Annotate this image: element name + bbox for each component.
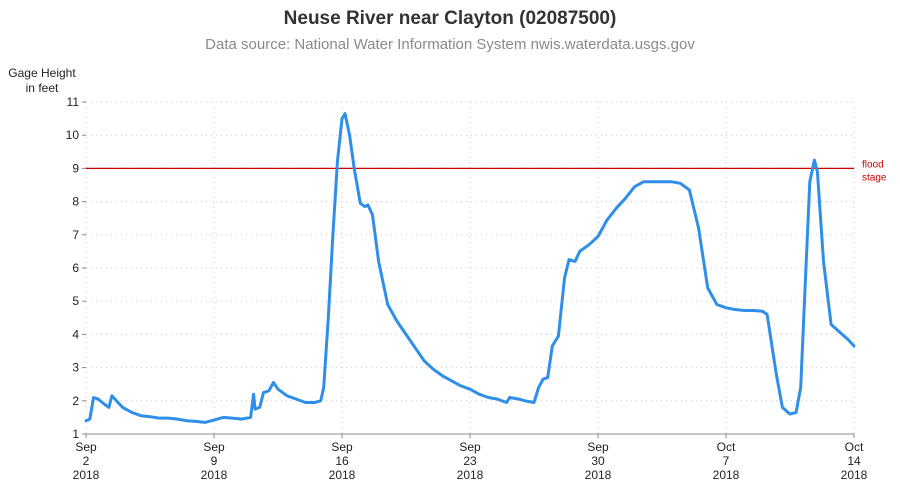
y-axis-label-line-2: in feet (25, 81, 59, 95)
x-tick-label: 2 (83, 454, 90, 468)
y-tick-label: 6 (72, 261, 79, 275)
y-tick-label: 10 (66, 128, 80, 142)
x-tick-label: 2018 (201, 468, 228, 482)
x-tick-label: 16 (335, 454, 349, 468)
x-tick-label: 2018 (585, 468, 612, 482)
x-tick-label: Sep (203, 440, 225, 454)
y-axis-label: Gage Height in feet (2, 66, 82, 96)
y-tick-label: 11 (67, 95, 80, 109)
x-tick-label: 2018 (329, 468, 356, 482)
series-layer (84, 112, 856, 424)
flood-stage-label: stage (862, 172, 887, 183)
y-tick-label: 2 (72, 394, 79, 408)
chart-subtitle: Data source: National Water Information … (205, 36, 695, 53)
y-tick-label: 1 (72, 427, 79, 441)
x-tick-label: Sep (331, 440, 353, 454)
x-tick-label: 23 (463, 454, 477, 468)
flood-stage-layer: flood stage (86, 159, 887, 183)
flood-stage-label: flood (862, 159, 884, 170)
y-tick-label: 9 (72, 161, 79, 175)
y-axis-label-line-1: Gage Height (8, 66, 76, 80)
x-tick-label: Sep (75, 440, 97, 454)
x-tick-label: 9 (211, 454, 218, 468)
chart-title: Neuse River near Clayton (02087500) (283, 8, 617, 29)
y-tick-label: 3 (72, 361, 79, 375)
x-tick-label: 14 (847, 454, 861, 468)
grid-layer (85, 101, 855, 434)
y-tick-label: 7 (72, 228, 79, 242)
x-tick-label: 2018 (713, 468, 740, 482)
y-tick-label: 8 (72, 195, 79, 209)
x-tick-label: 2018 (841, 468, 868, 482)
x-tick-label: 30 (591, 454, 605, 468)
axes-layer: 1234567891011Sep22018Sep92018Sep162018Se… (66, 95, 868, 482)
x-tick-label: Sep (587, 440, 609, 454)
x-tick-label: 2018 (73, 468, 100, 482)
x-tick-label: Oct (845, 440, 864, 454)
x-tick-label: Oct (717, 440, 736, 454)
x-tick-label: 2018 (457, 468, 484, 482)
y-tick-label: 5 (72, 294, 79, 308)
gage-height-line (84, 112, 856, 424)
x-tick-label: 7 (723, 454, 730, 468)
y-tick-label: 4 (72, 327, 79, 341)
x-tick-label: Sep (459, 440, 481, 454)
